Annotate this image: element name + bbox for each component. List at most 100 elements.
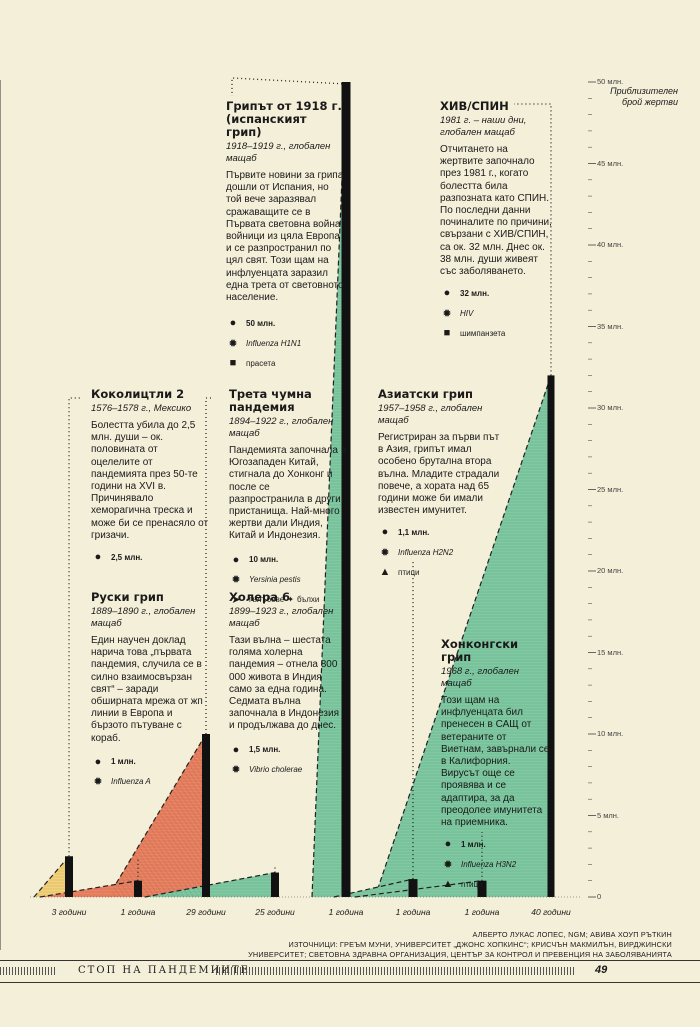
y-tick-label: 10 млн. xyxy=(597,729,624,738)
hiv-host: шимпанзета xyxy=(460,328,506,338)
area-texture-7 xyxy=(375,375,551,897)
hongkong-host-row: ▲ птици xyxy=(441,877,551,891)
plague-deaths-row: ● 10 млн. xyxy=(229,553,347,567)
y-tick-label: 25 млн. xyxy=(597,484,624,494)
hongkong-pathogen-row: ✹ Influenza H3N2 xyxy=(441,857,551,871)
credits: АЛБЕРТО ЛУКАС ЛОПЕС, NGM; АВИВА ХОУП РЪТ… xyxy=(248,930,672,960)
block-hiv: ХИВ/СПИН 1981 г. – наши дни, глобален ма… xyxy=(440,100,552,340)
person-icon: ● xyxy=(232,553,240,566)
plague-host2: бълхи xyxy=(296,595,320,605)
y-tick-label: 0 xyxy=(597,892,602,901)
y-tick-label: 45 млн. xyxy=(597,158,624,168)
person-icon: ● xyxy=(443,287,451,300)
y-tick-label: 35 млн. xyxy=(597,321,624,331)
area-edge-5 xyxy=(333,878,414,898)
y-tick-label: 15 млн. xyxy=(597,647,624,657)
credits-line-2: ИЗТОЧНИЦИ: ГРЕЪМ МУНИ, УНИВЕРСИТЕТ „ДЖОН… xyxy=(288,940,672,949)
hiv-body: Отчитането на жертвите започнало през 19… xyxy=(440,144,552,278)
duration-label: 40 години xyxy=(531,907,571,917)
section-title: СТОП НА ПАНДЕМИИТЕ xyxy=(78,965,250,976)
footer-rule xyxy=(0,960,700,961)
russian-pathogen: Influenza A xyxy=(111,777,151,787)
block-cholera: Холера 6 1899–1923 г., глобален мащаб Та… xyxy=(229,591,347,777)
russian-title: Руски грип xyxy=(91,590,164,604)
hiv-host-row: ■ шимпанзета xyxy=(440,326,552,340)
bar-6 xyxy=(477,880,487,897)
hongkong-body: Този щам на инфлуенцата бил пренесен в С… xyxy=(441,695,550,829)
asian-pathogen: Influenza H2N2 xyxy=(398,547,454,557)
duration-label: 3 години xyxy=(51,907,87,917)
hongkong-sub: 1968 г., глобален мащаб xyxy=(441,666,519,689)
cholera-pathogen: Vibrio cholerae xyxy=(249,765,303,775)
plague-host-row: ➤ гълъбове ✦ бълхи xyxy=(229,593,347,607)
page-number: 49 xyxy=(595,964,608,976)
bar-1 xyxy=(134,880,142,897)
plague-title: Трета чумна пандемия xyxy=(229,387,312,414)
person-icon: ● xyxy=(94,551,102,564)
bacteria-icon: ✹ xyxy=(231,764,241,777)
asian-host-row: ▲ птици xyxy=(378,565,506,579)
person-icon: ● xyxy=(94,755,102,768)
block-asian-flu: Азиатски грип 1957–1958 г., глобален мащ… xyxy=(378,388,506,579)
person-icon: ● xyxy=(229,317,237,330)
spanish-title-2: (испанският грип) xyxy=(226,112,307,139)
bar-4 xyxy=(341,82,351,897)
area-hatch-plague xyxy=(108,734,206,897)
footer-dash-left xyxy=(0,967,55,975)
block-cocoliztli: Коколицтли 2 1576–1578 г., Мексико Болес… xyxy=(91,388,209,564)
asian-sub: 1957–1958 г., глобален мащаб xyxy=(378,403,483,426)
cholera-deaths: 1,5 млн. xyxy=(249,745,281,755)
plague-pathogen: Yersinia pestis xyxy=(249,575,301,585)
area-edge-6 xyxy=(354,880,483,898)
virus-icon: ✹ xyxy=(380,546,390,559)
cocoliztli-title: Коколицтли 2 xyxy=(91,387,185,401)
area-edge-7 xyxy=(374,375,552,898)
leader-hiv xyxy=(514,103,552,376)
y-tick-label: 30 млн. xyxy=(597,403,624,412)
credits-line-1: АЛБЕРТО ЛУКАС ЛОПЕС, NGM; АВИВА ХОУП РЪТ… xyxy=(472,930,672,939)
pig-icon: ■ xyxy=(229,357,237,370)
y-tick-label: 5 млн. xyxy=(597,810,620,820)
leader-spanish xyxy=(231,77,347,96)
hiv-pathogen-row: ✹ HIV xyxy=(440,306,552,320)
bar-3 xyxy=(271,872,279,897)
hiv-sub-1: 1981 г. – наши дни, xyxy=(440,115,527,126)
russian-body: Един научен доклад нарича това „първата … xyxy=(91,635,203,744)
hiv-title: ХИВ/СПИН xyxy=(440,99,509,113)
cocoliztli-body: Болестта убила до 2,5 млн. души – ок. по… xyxy=(91,420,209,541)
bar-0 xyxy=(65,856,73,897)
bar-7 xyxy=(547,375,555,897)
hongkong-deaths: 1 млн. xyxy=(461,839,486,849)
person-icon: ● xyxy=(381,526,389,539)
plague-deaths: 10 млн. xyxy=(249,555,279,565)
page-footer: СТОП НА ПАНДЕМИИТЕ 49 xyxy=(0,960,700,983)
plague-host: гълъбове xyxy=(249,595,285,605)
cholera-title: Холера 6 xyxy=(229,590,290,604)
spanish-host-row: ■ прасета xyxy=(226,356,344,370)
hiv-deaths: 32 млн. xyxy=(460,288,490,298)
virus-icon: ✹ xyxy=(442,307,452,320)
footer-dash-right xyxy=(216,967,574,975)
y-tick-label: 50 млн. xyxy=(597,77,624,86)
person-icon: ● xyxy=(444,838,452,851)
bacteria-icon: ✹ xyxy=(231,574,241,587)
asian-host: птици xyxy=(398,567,420,577)
cocoliztli-deaths: 2,5 млн. xyxy=(111,552,143,562)
spanish-deaths-row: ● 50 млн. xyxy=(226,316,344,330)
virus-icon: ✹ xyxy=(228,337,238,350)
russian-pathogen-row: ✹ Influenza A xyxy=(91,775,209,789)
russian-sub: 1889–1890 г., глобален мащаб xyxy=(91,606,196,629)
axis-title: Приблизителен брой жертви xyxy=(610,86,678,108)
bird-icon: ▲ xyxy=(379,566,391,579)
duration-label: 1 година xyxy=(328,907,364,917)
asian-title: Азиатски грип xyxy=(378,387,473,401)
asian-deaths-row: ● 1,1 млн. xyxy=(378,525,506,539)
cholera-deaths-row: ● 1,5 млн. xyxy=(229,743,347,757)
duration-label: 1 година xyxy=(120,907,156,917)
duration-label: 29 години xyxy=(186,907,226,917)
hongkong-host: птици xyxy=(461,879,483,889)
area-edge-0 xyxy=(33,855,70,898)
duration-label: 1 година xyxy=(395,907,431,917)
hongkong-pathogen: Influenza H3N2 xyxy=(461,859,517,869)
